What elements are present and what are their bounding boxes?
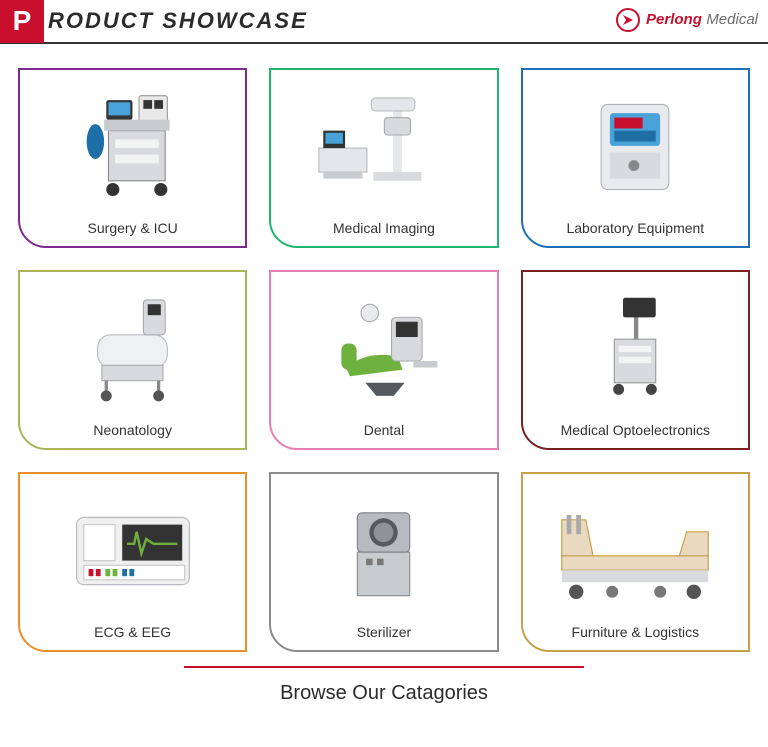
card-neonatology[interactable]: Neonatology	[18, 270, 247, 450]
brand: Perlong Medical	[616, 8, 758, 32]
card-label: Laboratory Equipment	[566, 220, 704, 236]
card-label: Neonatology	[93, 422, 172, 438]
card-label: Medical Imaging	[333, 220, 435, 236]
autoclave-icon	[277, 482, 490, 620]
card-label: Medical Optoelectronics	[561, 422, 710, 438]
anesthesia-machine-icon	[26, 78, 239, 216]
footer-text[interactable]: Browse Our Catagories	[0, 678, 768, 705]
hospital-bed-icon	[529, 482, 742, 620]
brand-logo-icon	[616, 8, 640, 32]
card-label: ECG & EEG	[94, 624, 171, 640]
analyzer-icon	[529, 78, 742, 216]
card-optoelectronics[interactable]: Medical Optoelectronics	[521, 270, 750, 450]
brand-sub: Medical	[706, 11, 758, 28]
card-dental[interactable]: Dental	[269, 270, 498, 450]
product-grid: Surgery & ICU Medical Imaging	[0, 44, 768, 666]
opto-cart-icon	[529, 280, 742, 418]
ecg-device-icon	[26, 482, 239, 620]
header-badge: P	[0, 0, 44, 43]
incubator-icon	[26, 280, 239, 418]
card-ecg-eeg[interactable]: ECG & EEG	[18, 472, 247, 652]
header: P RODUCT SHOWCASE Perlong Medical	[0, 0, 768, 44]
header-title: RODUCT SHOWCASE	[48, 8, 308, 34]
card-laboratory[interactable]: Laboratory Equipment	[521, 68, 750, 248]
brand-name: Perlong	[646, 11, 702, 28]
card-furniture[interactable]: Furniture & Logistics	[521, 472, 750, 652]
card-label: Dental	[364, 422, 404, 438]
card-label: Sterilizer	[357, 624, 411, 640]
card-label: Surgery & ICU	[88, 220, 178, 236]
card-label: Furniture & Logistics	[572, 624, 700, 640]
dental-chair-icon	[277, 280, 490, 418]
card-surgery-icu[interactable]: Surgery & ICU	[18, 68, 247, 248]
xray-machine-icon	[277, 78, 490, 216]
footer: Browse Our Catagories	[0, 666, 768, 723]
card-medical-imaging[interactable]: Medical Imaging	[269, 68, 498, 248]
card-sterilizer[interactable]: Sterilizer	[269, 472, 498, 652]
